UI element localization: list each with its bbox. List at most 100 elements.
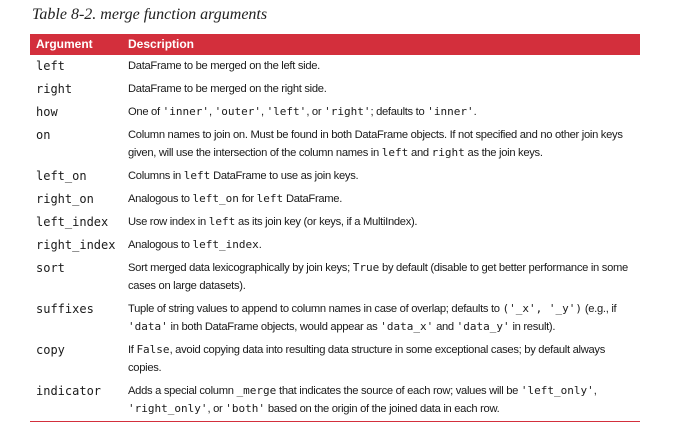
argument-cell: how <box>36 105 58 119</box>
description-text: Column names to join on. Must be found i… <box>128 129 623 159</box>
description-text: and <box>433 321 457 333</box>
description-cell: One of 'inner', 'outer', 'left', or 'rig… <box>122 101 640 124</box>
argument-cell: left <box>36 59 65 73</box>
description-text: DataFrame. <box>283 193 343 205</box>
description-cell: Columns in left DataFrame to use as join… <box>122 165 640 188</box>
argument-cell: on <box>36 128 51 142</box>
table-row: how One of 'inner', 'outer', 'left', or '… <box>30 101 640 124</box>
code-literal: 'left' <box>266 105 307 118</box>
description-text: Sort merged data lexicographically by jo… <box>128 262 353 274</box>
table-row: indicator Adds a special column _merge th… <box>30 380 640 422</box>
description-text: , or <box>306 106 325 118</box>
description-text: , avoid copying data into resulting data… <box>128 344 605 374</box>
argument-cell: left_index <box>36 215 109 229</box>
description-cell: Column names to join on. Must be found i… <box>122 124 640 165</box>
header-argument: Argument <box>36 37 93 51</box>
argument-cell: copy <box>36 343 65 357</box>
description-text: , <box>593 385 597 397</box>
document-page: Table 8-2. merge function arguments Argu… <box>30 6 640 422</box>
description-cell: Sort merged data lexicographically by jo… <box>122 257 640 298</box>
argument-cell: indicator <box>30 380 122 422</box>
table-row: copy If False, avoid copying data into re… <box>30 339 640 380</box>
description-text: , <box>208 106 215 118</box>
description-cell: Analogous to left_index. <box>122 234 640 257</box>
table-row: sort Sort merged data lexicographically b… <box>30 257 640 298</box>
argument-cell: sort <box>36 261 65 275</box>
argument-cell: right <box>36 82 73 96</box>
description-text: Tuple of string values to append to colu… <box>128 303 503 315</box>
code-literal: left <box>208 215 236 228</box>
table-body: left DataFrame to be merged on the left s… <box>30 55 640 422</box>
code-literal: 'right_only' <box>128 402 208 415</box>
description-cell: Analogous to left_on for left DataFrame. <box>122 188 640 211</box>
merge-arguments-table: Argument Description left DataFrame to be… <box>30 34 640 422</box>
description-text: , or <box>207 403 226 415</box>
description-cell: If False, avoid copying data into result… <box>122 339 640 380</box>
code-literal: left <box>256 192 284 205</box>
code-literal: 'left_only' <box>520 384 594 397</box>
table-row: right_on Analogous to left_on for left Da… <box>30 188 640 211</box>
table-row: left_on Columns in left DataFrame to use … <box>30 165 640 188</box>
table-row: right DataFrame to be merged on the right… <box>30 78 640 101</box>
code-literal: ('_x', '_y') <box>502 302 583 315</box>
code-literal: 'inner' <box>427 105 474 118</box>
description-text: and <box>408 147 432 159</box>
description-text: . <box>258 239 262 251</box>
code-literal: 'data_x' <box>380 320 434 333</box>
code-literal: left_on <box>192 192 239 205</box>
description-cell: Tuple of string values to append to colu… <box>122 298 640 339</box>
description-cell: Adds a special column _merge that indica… <box>122 380 640 422</box>
description-cell: Use row index in left as its join key (o… <box>122 211 640 234</box>
description-text: Adds a special column <box>128 385 237 397</box>
code-literal: 'data_y' <box>456 320 510 333</box>
description-text: based on the origin of the joined data i… <box>265 403 500 415</box>
code-literal: left <box>183 169 211 182</box>
header-description: Description <box>128 37 195 51</box>
description-text: as its join key (or keys, if a MultiInde… <box>235 216 418 228</box>
table-header-row: Argument Description <box>30 34 640 55</box>
description-text: Analogous to <box>128 193 193 205</box>
code-literal: left <box>381 146 409 159</box>
description-text: Columns in <box>128 170 184 182</box>
table-row: right_index Analogous to left_index. <box>30 234 640 257</box>
code-literal: True <box>352 261 380 274</box>
description-cell: DataFrame to be merged on the left side. <box>122 55 640 78</box>
code-literal: 'outer' <box>214 105 261 118</box>
description-text: by default (disable to get better perfor… <box>128 262 628 292</box>
description-text: , <box>260 106 267 118</box>
argument-cell: suffixes <box>36 302 94 316</box>
description-text: as the join keys. <box>464 147 543 159</box>
code-literal: _merge <box>236 384 277 397</box>
description-text: Analogous to <box>128 239 193 251</box>
table-header: Argument Description <box>30 34 640 55</box>
description-text: If <box>128 344 137 356</box>
description-cell: DataFrame to be merged on the right side… <box>122 78 640 101</box>
description-text: ; defaults to <box>370 106 428 118</box>
code-literal: right <box>431 146 465 159</box>
description-text: for <box>238 193 257 205</box>
code-literal: left_index <box>192 238 259 251</box>
argument-cell: right_on <box>36 192 94 206</box>
code-literal: 'inner' <box>162 105 209 118</box>
argument-cell: right_index <box>36 238 116 252</box>
description-text: that indicates the source of each row; v… <box>276 385 521 397</box>
code-literal: 'data' <box>128 320 168 333</box>
description-text: . <box>473 106 477 118</box>
code-literal: 'both' <box>225 402 266 415</box>
description-text: DataFrame to be merged on the right side… <box>128 83 327 95</box>
table-row: left DataFrame to be merged on the left s… <box>30 55 640 78</box>
code-literal: False <box>136 343 170 356</box>
description-text: in both DataFrame objects, would appear … <box>167 321 381 333</box>
description-text: One of <box>128 106 163 118</box>
table-row: on Column names to join on. Must be found… <box>30 124 640 165</box>
argument-cell: left_on <box>36 169 87 183</box>
description-text: in result). <box>509 321 556 333</box>
description-text: DataFrame to be merged on the left side. <box>128 60 320 72</box>
table-row: left_index Use row index in left as its j… <box>30 211 640 234</box>
description-text: Use row index in <box>128 216 209 228</box>
table-row: suffixes Tuple of string values to append… <box>30 298 640 339</box>
description-text: DataFrame to use as join keys. <box>210 170 359 182</box>
table-caption: Table 8-2. merge function arguments <box>32 6 268 23</box>
description-text: (e.g., if <box>582 303 617 315</box>
code-literal: 'right' <box>324 105 371 118</box>
